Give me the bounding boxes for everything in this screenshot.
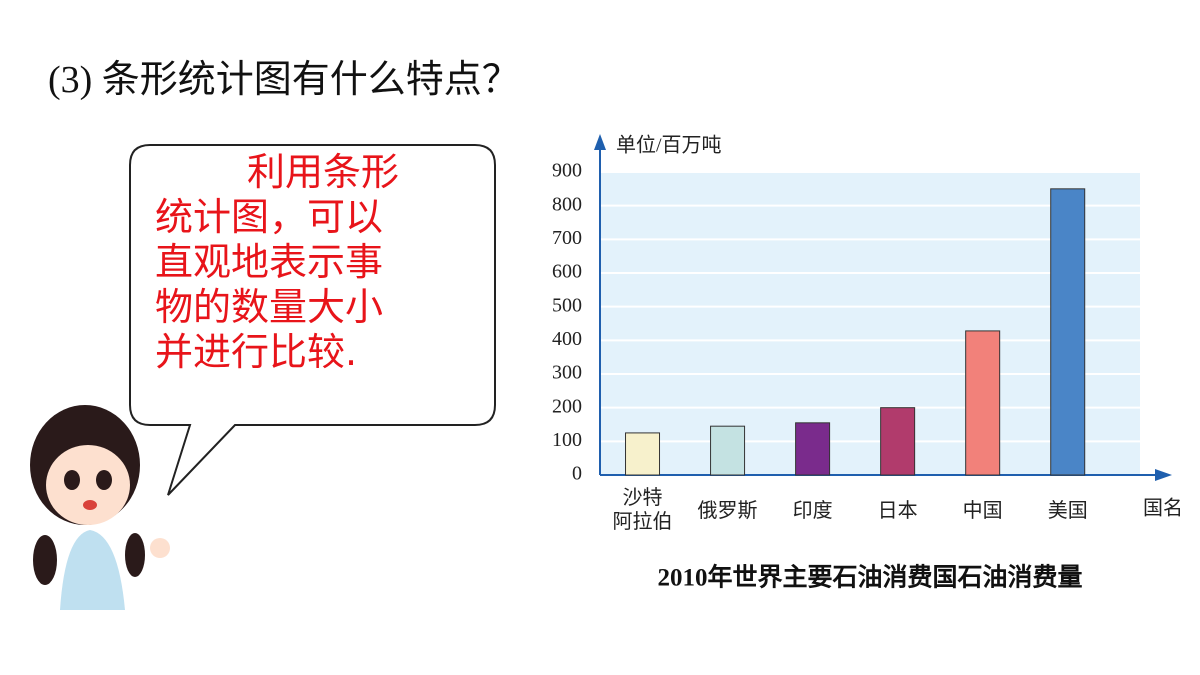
x-axis-label: 国名 <box>1143 497 1183 520</box>
x-tick-label: 俄罗斯 <box>697 498 758 522</box>
y-tick-label: 500 <box>552 294 582 316</box>
x-tick-label: 沙特 阿拉伯 <box>612 485 673 533</box>
bar <box>795 422 831 476</box>
plot-background <box>600 172 1140 475</box>
y-tick-label: 600 <box>552 261 582 283</box>
x-tick-label: 美国 <box>1047 498 1088 522</box>
heading: (3) 条形统计图有什么特点？ <box>48 59 520 101</box>
y-tick-label: 800 <box>552 193 582 215</box>
bar <box>1050 188 1086 476</box>
y-tick-label: 300 <box>552 362 582 384</box>
bubble-text: 利用条形 统计图，可以 直观地表示事 物的数量大小 并进行比较. <box>155 150 475 375</box>
bubble-line: 并进行比较. <box>155 330 358 374</box>
bubble-line: 直观地表示事 <box>155 240 384 284</box>
x-axis-arrow <box>1155 469 1172 481</box>
y-axis-label: 单位/百万吨 <box>616 134 722 157</box>
y-axis-arrow <box>594 134 606 150</box>
speech-bubble <box>129 144 496 496</box>
bar <box>880 407 916 476</box>
bubble-line: 物的数量大小 <box>155 285 384 329</box>
bubble-line: 利用条形 <box>247 150 400 194</box>
y-tick-label: 100 <box>552 429 582 451</box>
chart-title: 2010年世界主要石油消费国石油消费量 <box>657 563 1082 592</box>
y-tick-label: 700 <box>552 227 582 249</box>
y-tick-label: 400 <box>552 328 582 350</box>
x-tick-label: 日本 <box>877 498 918 522</box>
x-tick-label: 中国 <box>962 498 1003 522</box>
bar <box>965 330 1001 476</box>
girl-illustration <box>30 405 170 610</box>
y-tick-label: 900 <box>552 160 582 182</box>
bubble-line: 统计图，可以 <box>155 195 384 239</box>
x-tick-label: 印度 <box>792 498 833 522</box>
bar <box>625 432 661 476</box>
y-tick-label: 200 <box>552 395 582 417</box>
y-tick-label: 0 <box>572 463 582 485</box>
bar <box>710 425 746 476</box>
